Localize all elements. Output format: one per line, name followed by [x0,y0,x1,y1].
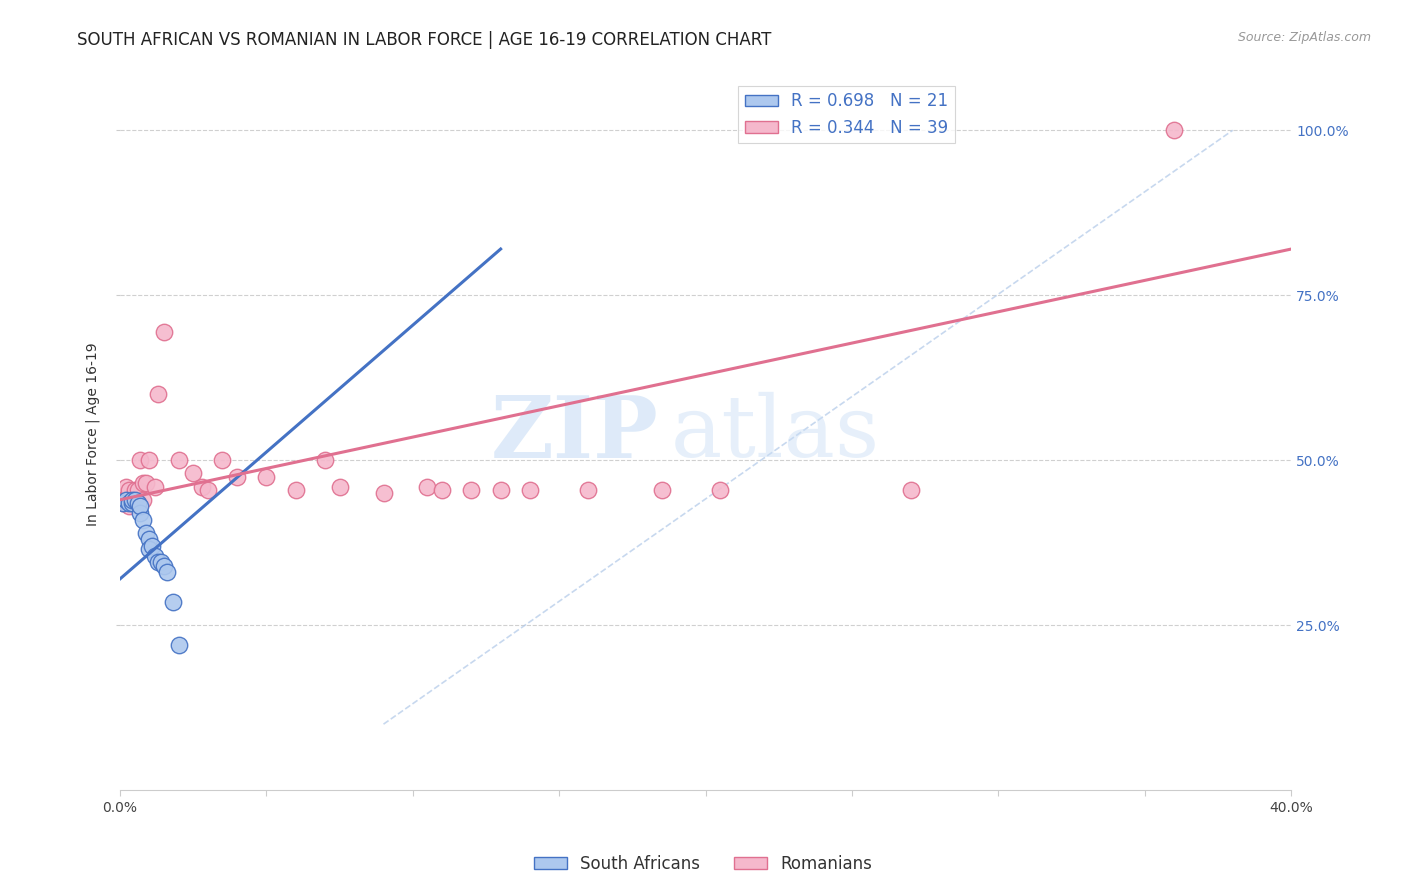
Point [121,492,143,507]
Point [226,469,249,483]
Point [156,566,179,580]
Point [132,492,155,507]
Point [114,492,136,507]
Point [138,533,160,547]
Point [181,467,204,481]
Y-axis label: In Labor Force | Age 16-19: In Labor Force | Age 16-19 [86,342,100,525]
Point [111,492,134,507]
Point [124,492,146,507]
Point [153,558,176,573]
Point [460,483,482,497]
Legend: South Africans, Romanians: South Africans, Romanians [527,848,879,880]
Point [127,496,149,510]
Point [143,549,166,563]
Point [211,453,233,467]
Point [519,483,541,497]
Point [314,453,336,467]
Point [416,479,439,493]
Point [124,492,146,507]
Point [373,486,395,500]
Point [127,496,149,510]
Point [900,483,922,497]
Point [149,556,172,570]
Point [329,479,352,493]
Point [118,500,141,514]
Point [153,325,176,339]
Point [284,483,307,497]
Text: SOUTH AFRICAN VS ROMANIAN IN LABOR FORCE | AGE 16-19 CORRELATION CHART: SOUTH AFRICAN VS ROMANIAN IN LABOR FORCE… [77,31,772,49]
Point [135,525,157,540]
Point [254,469,277,483]
Point [146,387,169,401]
Point [146,556,169,570]
Point [167,638,190,652]
Point [430,483,453,497]
Point [197,483,219,497]
Legend: R = 0.698   N = 21, R = 0.344   N = 39: R = 0.698 N = 21, R = 0.344 N = 39 [738,86,955,144]
Point [709,483,731,497]
Point [167,453,190,467]
Point [132,476,155,491]
Point [129,500,152,514]
Point [651,483,673,497]
Point [1163,123,1185,137]
Point [132,512,155,526]
Point [118,483,141,497]
Point [143,479,166,493]
Text: atlas: atlas [671,392,880,475]
Point [129,453,152,467]
Point [489,483,512,497]
Point [138,542,160,557]
Point [141,539,163,553]
Point [118,496,141,510]
Text: ZIP: ZIP [491,392,659,475]
Point [135,476,157,491]
Point [127,483,149,497]
Point [129,506,152,520]
Point [111,496,134,510]
Point [124,483,146,497]
Point [191,479,214,493]
Point [111,496,134,510]
Point [578,483,600,497]
Point [121,492,143,507]
Point [114,479,136,493]
Point [162,595,184,609]
Point [121,496,143,510]
Point [138,453,160,467]
Text: Source: ZipAtlas.com: Source: ZipAtlas.com [1237,31,1371,45]
